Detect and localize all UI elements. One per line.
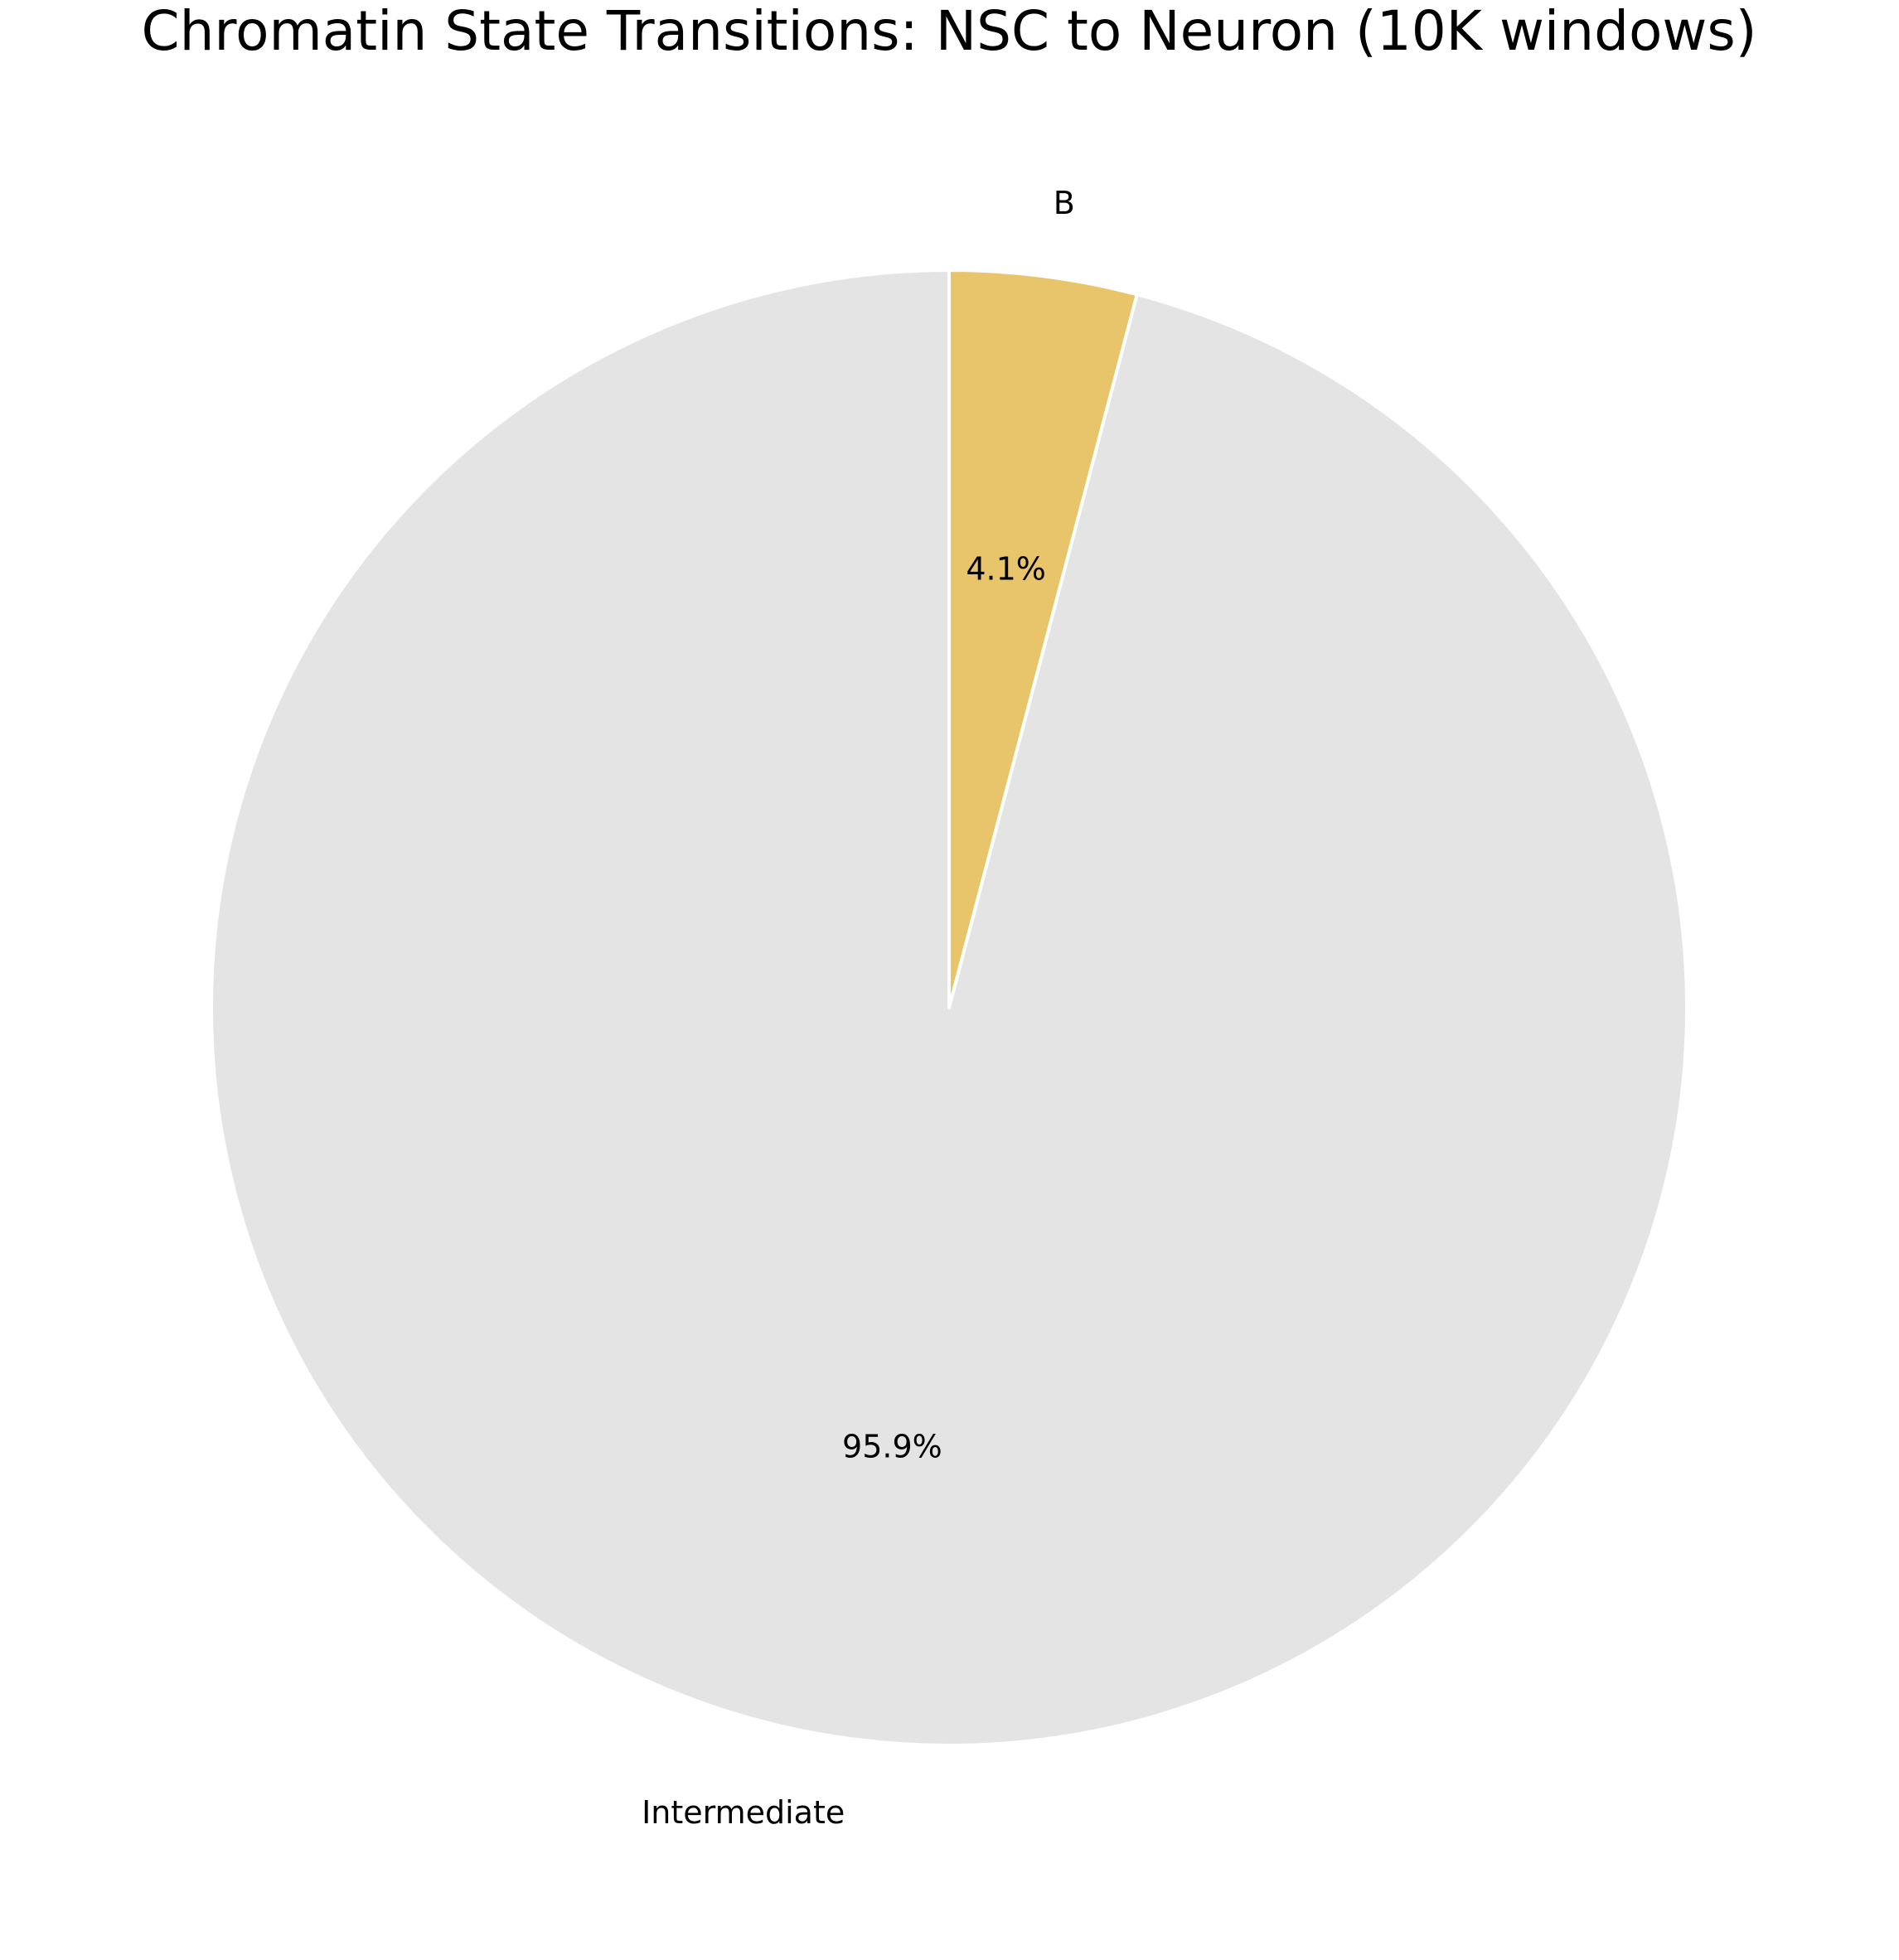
- pie-category-label: B: [1054, 185, 1075, 221]
- pie-percent-label: 4.1%: [966, 550, 1046, 587]
- pie-percent-label: 95.9%: [842, 1429, 942, 1465]
- pie-slice-intermediate: [210, 269, 1688, 1747]
- chart-title: Chromatin State Transitions: NSC to Neur…: [142, 0, 1757, 63]
- pie-category-label: Intermediate: [642, 1794, 845, 1831]
- pie-labels: 4.1% B 95.9% Intermediate: [642, 185, 1075, 1831]
- pie-slices: [210, 269, 1688, 1747]
